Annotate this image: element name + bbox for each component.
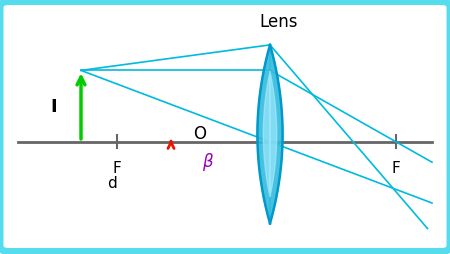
Text: I: I bbox=[51, 98, 57, 116]
Text: O: O bbox=[194, 124, 207, 142]
Polygon shape bbox=[263, 72, 277, 197]
Polygon shape bbox=[257, 46, 283, 224]
Text: F: F bbox=[112, 160, 122, 175]
Text: Lens: Lens bbox=[260, 12, 298, 30]
Text: F: F bbox=[392, 160, 400, 175]
Text: d: d bbox=[108, 175, 117, 190]
Text: β: β bbox=[202, 152, 213, 170]
